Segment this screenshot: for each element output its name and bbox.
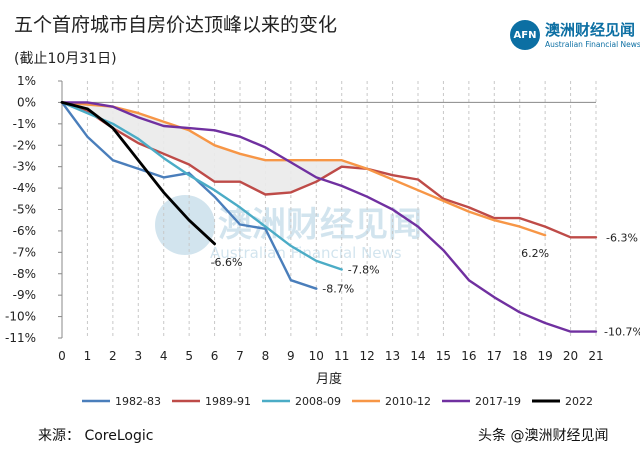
watermark: 澳洲财经见闻 Australian Financial News: [155, 195, 422, 262]
x-tick-label: 16: [461, 349, 476, 363]
logo-name-cn: 澳洲财经见闻: [545, 21, 636, 39]
end-label-2008-09: -7.8%: [348, 263, 380, 276]
y-tick-label: -4%: [13, 181, 36, 195]
legend-label-2008-09: 2008-09: [295, 395, 341, 408]
x-tick-label: 0: [58, 349, 66, 363]
x-tick-label: 10: [309, 349, 324, 363]
y-tick-label: -5%: [13, 203, 36, 217]
series-lines: [60, 101, 598, 333]
x-tick-label: 7: [236, 349, 244, 363]
x-tick-label: 2: [109, 349, 117, 363]
chart-title: 五个首府城市自房价达顶峰以来的变化: [14, 14, 338, 36]
x-tick-label: 18: [512, 349, 527, 363]
y-tick-label: -7%: [13, 245, 36, 259]
legend-label-1982-83: 1982-83: [115, 395, 161, 408]
x-tick-label: 20: [563, 349, 578, 363]
series-line-2022: [60, 101, 216, 246]
logo-badge: AFN: [510, 20, 540, 50]
footer-watermark: 头条 @澳洲财经见闻: [478, 428, 609, 444]
legend-label-1989-91: 1989-91: [205, 395, 251, 408]
watermark-cn: 澳洲财经见闻: [218, 205, 422, 245]
x-tick-label: 14: [410, 349, 425, 363]
shaded-band: [62, 102, 368, 195]
logo-name-en: Australian Financial News: [545, 40, 640, 49]
source-note: 来源： CoreLogic: [38, 428, 154, 444]
legend-label-2010-12: 2010-12: [385, 395, 431, 408]
x-tick-label: 9: [287, 349, 295, 363]
x-tick-label: 8: [262, 349, 270, 363]
series-line-2010-12: [60, 101, 547, 237]
x-tick-label: 15: [436, 349, 451, 363]
x-tick-label: 11: [334, 349, 349, 363]
y-tick-label: -1%: [13, 117, 36, 131]
axes: 1% 0% -1% -2% -3% -4% -5% -6% -7% -8% -9% -10% -11% 0…: [5, 74, 604, 387]
y-tick-label: -6%: [13, 224, 36, 238]
end-label-1989-91: -6.3%: [606, 231, 638, 244]
x-tick-label: 13: [385, 349, 400, 363]
x-tick-label: 12: [360, 349, 375, 363]
brand-logo: AFN 澳洲财经见闻 Australian Financial News: [510, 20, 640, 52]
watermark-badge: [155, 195, 215, 255]
y-tick-label: -10%: [5, 310, 36, 324]
y-tick-label: 0%: [17, 95, 36, 109]
x-tick-label: 4: [160, 349, 168, 363]
series-line-2008-09: [60, 101, 343, 271]
x-tick-label: 3: [134, 349, 142, 363]
end-label-2010-12: 6.2%: [521, 247, 549, 260]
x-axis-title: 月度: [316, 371, 342, 387]
legend-label-2017-19: 2017-19: [475, 395, 521, 408]
x-tick-label: 21: [588, 349, 603, 363]
y-tick-label: -8%: [13, 267, 36, 281]
y-tick-label: 1%: [17, 74, 36, 88]
series-line-1982-83: [60, 101, 318, 290]
end-labels: -8.7% -6.3% -7.8% 6.2% -10.7% -6.6%: [211, 231, 640, 338]
x-tick-label: 17: [487, 349, 502, 363]
end-label-2022: -6.6%: [211, 256, 243, 269]
x-tick-label: 5: [185, 349, 193, 363]
x-tick-label: 6: [211, 349, 219, 363]
y-tick-label: -11%: [5, 331, 36, 345]
chart-subtitle: (截止10月31日): [14, 51, 117, 67]
end-label-1982-83: -8.7%: [322, 283, 354, 296]
x-tick-label: 19: [538, 349, 553, 363]
legend-label-2022: 2022: [565, 395, 593, 408]
y-tick-label: -9%: [13, 288, 36, 302]
watermark-en: Australian Financial News: [210, 244, 402, 262]
series-line-2017-19: [60, 101, 598, 333]
y-tick-label: -2%: [13, 138, 36, 152]
y-tick-label: -3%: [13, 160, 36, 174]
x-tick-label: 1: [84, 349, 92, 363]
shaded-band-area: [62, 102, 368, 195]
legend: 1982-83 1989-91 2008-09 2010-12 2017-19 2022: [82, 395, 593, 408]
end-label-2017-19: -10.7%: [604, 326, 640, 339]
